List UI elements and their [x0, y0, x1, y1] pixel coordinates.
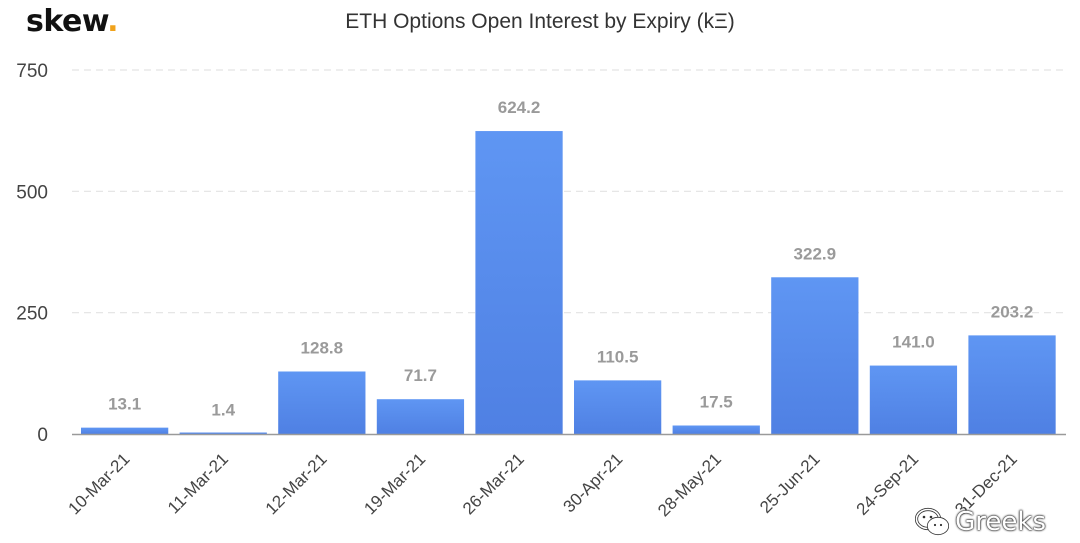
x-tick-label: 28-May-21 [654, 449, 725, 520]
data-label: 203.2 [991, 302, 1034, 321]
x-tick-label: 11-Mar-21 [164, 449, 232, 517]
data-label: 322.9 [794, 244, 837, 263]
data-label: 128.8 [301, 338, 344, 357]
y-tick-label: 750 [16, 61, 48, 82]
bar-30-Apr-21 [574, 380, 662, 434]
bar-31-Dec-21 [968, 335, 1056, 434]
y-tick-label: 250 [16, 304, 48, 325]
x-tick-label: 24-Sep-21 [853, 449, 923, 519]
y-tick-label: 500 [16, 182, 48, 203]
x-tick-label: 10-Mar-21 [65, 449, 134, 518]
bar-11-Mar-21 [179, 432, 267, 434]
x-tick-label: 25-Jun-21 [756, 449, 824, 517]
data-labels: 13.1 1.4 128.8 71.7 624.2 110.5 17.5 322.9 141.0… [108, 98, 1033, 419]
data-label: 141.0 [892, 333, 935, 352]
data-label: 71.7 [404, 366, 437, 385]
watermark: Greeks [915, 507, 1046, 537]
bar-19-Mar-21 [376, 399, 465, 434]
bar-12-Mar-21 [278, 371, 366, 434]
bar-26-Mar-21 [475, 131, 563, 434]
x-axis-ticks: 10-Mar-21 11-Mar-21 12-Mar-21 19-Mar-21 26-M… [65, 449, 1021, 520]
grid-lines [72, 69, 1066, 314]
bar-25-Jun-21 [771, 277, 859, 434]
skew-logo: skew. [26, 4, 119, 39]
x-tick-label: 12-Mar-21 [262, 449, 331, 518]
data-label: 1.4 [211, 400, 235, 419]
logo-text: skew [26, 4, 108, 39]
x-tick-label: 26-Mar-21 [459, 449, 528, 518]
bar-28-May-21 [672, 425, 760, 434]
watermark-text: Greeks [955, 507, 1046, 537]
bars [81, 131, 1056, 434]
wechat-icon [915, 507, 950, 536]
y-axis-ticks: 0 250 500 750 [16, 61, 48, 446]
data-label: 17.5 [700, 393, 733, 412]
x-tick-label: 30-Apr-21 [560, 449, 627, 516]
y-tick-label: 0 [37, 425, 48, 446]
logo-dot: . [107, 4, 119, 39]
chart-title: ETH Options Open Interest by Expiry (kΞ) [345, 10, 735, 33]
data-label: 624.2 [498, 98, 541, 117]
data-label: 13.1 [108, 395, 141, 414]
bar-10-Mar-21 [81, 427, 169, 434]
data-label: 110.5 [597, 347, 639, 366]
x-tick-label: 19-Mar-21 [360, 449, 429, 518]
bar-24-Sep-21 [869, 365, 958, 434]
